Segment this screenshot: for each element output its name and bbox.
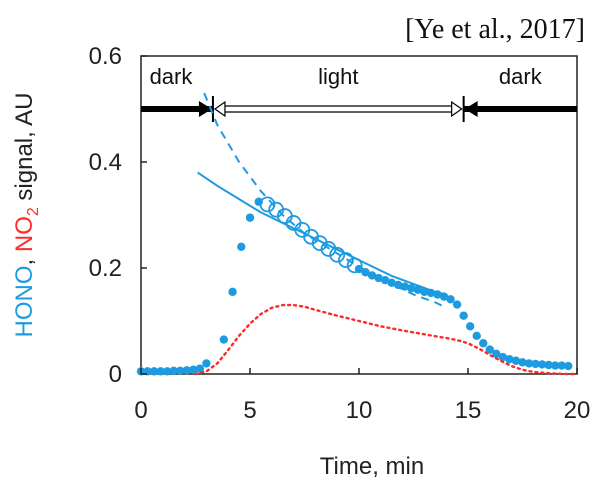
y-axis: 0 0.2 0.4 0.6	[89, 43, 147, 388]
y-axis-title-part: 2	[25, 207, 42, 216]
x-tick-label: 0	[134, 397, 147, 424]
data-point	[407, 283, 416, 293]
phase-bar-dark	[463, 106, 577, 112]
data-point	[387, 278, 396, 288]
series-layer	[136, 92, 579, 376]
plot-border	[140, 55, 578, 375]
series-line-hono-fit-dashed	[203, 92, 447, 309]
y-tick-label: 0.4	[89, 149, 122, 176]
phase-label-dark: dark	[150, 64, 194, 89]
phase-band: dark light dark	[141, 64, 577, 122]
data-point	[169, 366, 178, 376]
plot-area	[140, 55, 578, 375]
y-tick-label: 0.2	[89, 255, 122, 282]
x-axis: 0 5 10 15 20	[134, 368, 590, 424]
data-point	[162, 367, 172, 376]
data-point	[537, 360, 547, 369]
data-point	[531, 359, 540, 369]
y-tick-label: 0	[109, 361, 122, 388]
data-point	[446, 295, 455, 304]
data-point	[189, 365, 198, 374]
phase-bar-dark	[141, 106, 213, 112]
data-point	[465, 322, 475, 331]
data-point	[237, 242, 246, 251]
data-point	[459, 311, 468, 320]
phase-arrow-dark-left	[464, 101, 478, 117]
data-point	[420, 287, 429, 297]
data-point	[564, 361, 573, 371]
data-point	[149, 367, 159, 376]
data-point	[472, 331, 481, 341]
x-tick-label: 20	[564, 397, 591, 424]
y-axis-title: HONO, NO2 signal, AU	[11, 93, 42, 338]
data-point	[156, 367, 165, 376]
citation: [Ye et al., 2017]	[405, 14, 585, 45]
data-point	[245, 213, 255, 222]
data-point	[524, 359, 534, 368]
data-point-open	[311, 235, 328, 251]
data-point	[182, 366, 191, 375]
series-hono-fit-solid	[197, 171, 447, 296]
data-point	[202, 359, 211, 368]
y-axis-title-part: NO	[11, 216, 38, 252]
phase-arrow-dark-right	[198, 101, 212, 117]
x-tick-label: 15	[455, 397, 482, 424]
data-point-open	[329, 246, 346, 263]
phase-label-dark: dark	[499, 64, 543, 89]
data-point	[176, 366, 185, 376]
series-line-hono-fit-solid	[197, 171, 447, 296]
data-point	[518, 358, 527, 367]
x-tick-label: 10	[346, 397, 373, 424]
data-point	[498, 352, 508, 362]
series-line-no2-dotted	[194, 303, 579, 376]
phase-arrow-right	[451, 100, 463, 118]
data-point	[511, 356, 521, 365]
y-axis-title-part: ,	[11, 252, 38, 265]
series-no2-dotted	[194, 303, 579, 376]
data-point	[557, 361, 566, 370]
x-axis-title: Time, min	[320, 453, 424, 480]
data-point	[479, 339, 488, 348]
data-point	[485, 345, 494, 354]
y-axis-title-part: HONO	[11, 265, 38, 337]
series-hono-open	[259, 196, 363, 274]
data-point	[492, 349, 501, 359]
data-point	[551, 361, 560, 370]
phase-label-light: light	[318, 64, 358, 89]
data-point	[413, 285, 423, 294]
y-tick-label: 0.6	[89, 43, 122, 70]
phase-arrow-left	[213, 100, 226, 118]
data-point	[452, 300, 462, 309]
data-point-open	[259, 196, 276, 213]
data-point	[505, 354, 514, 364]
x-tick-label: 5	[243, 397, 256, 424]
series-hono-filled	[136, 197, 573, 376]
data-point	[544, 360, 553, 370]
y-axis-title-part: signal, AU	[11, 93, 38, 208]
data-point	[228, 287, 237, 297]
series-hono-fit-dashed	[203, 92, 447, 309]
data-point	[195, 364, 205, 373]
data-point	[219, 335, 229, 344]
